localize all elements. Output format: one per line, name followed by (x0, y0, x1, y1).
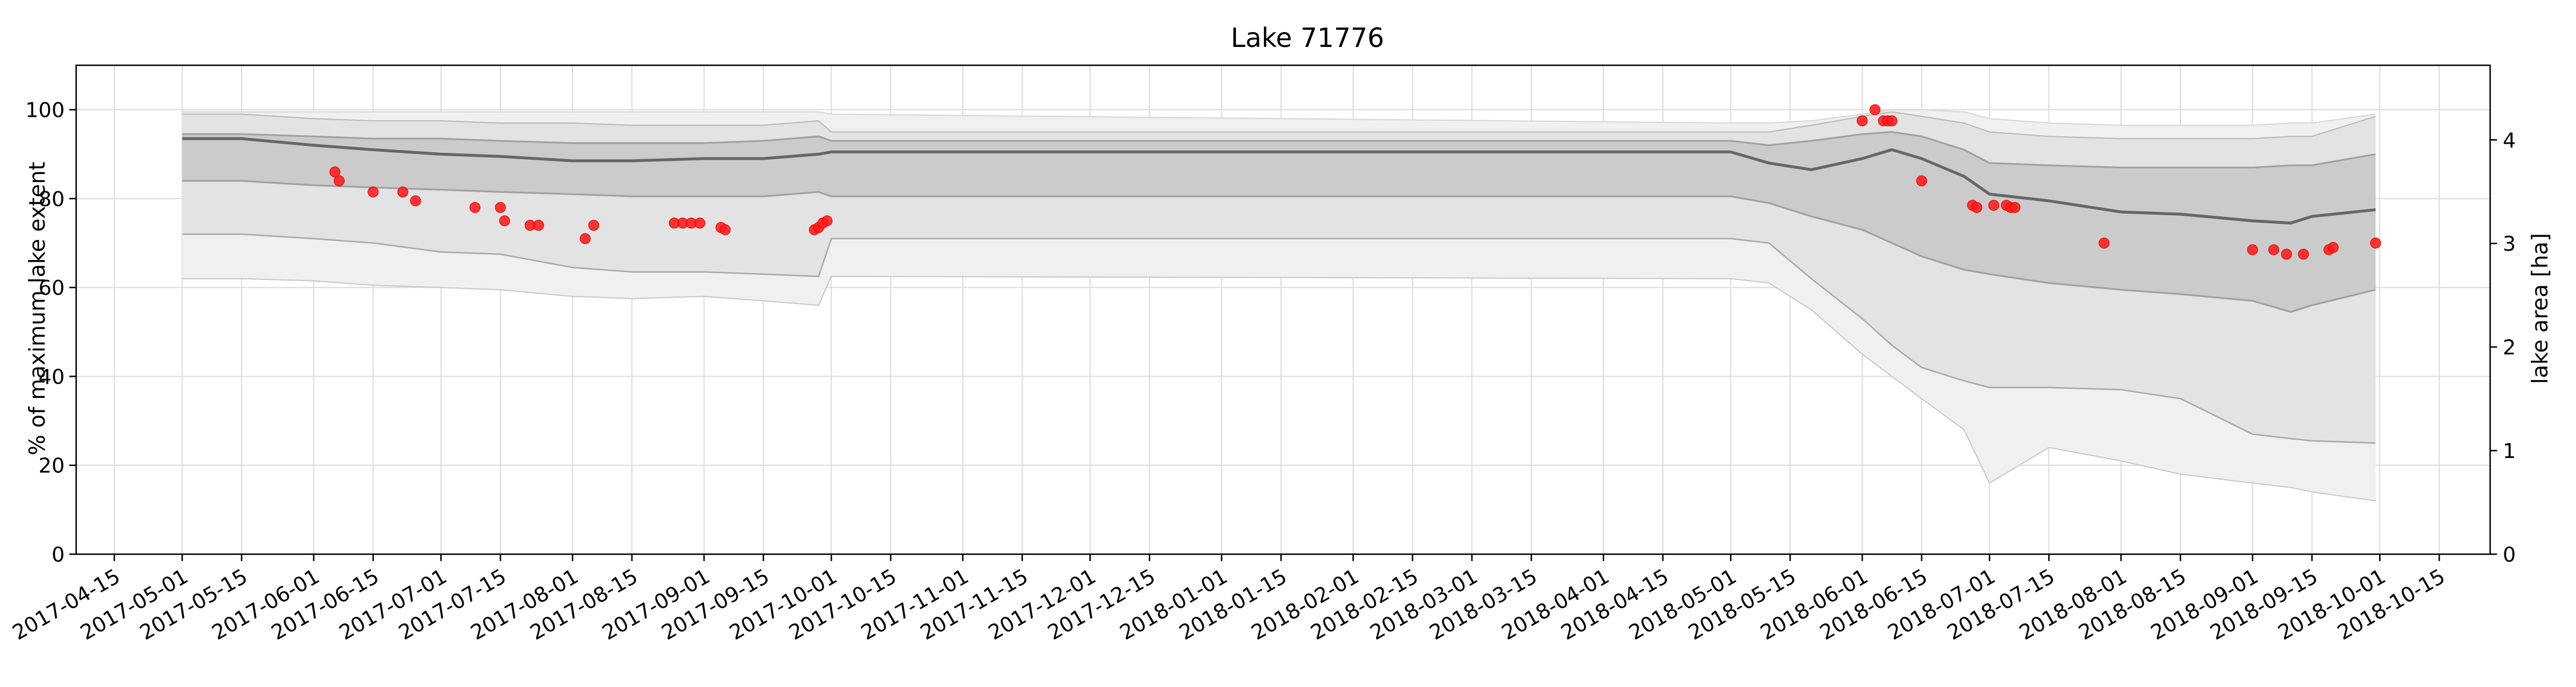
y-tick-label: 60 (38, 277, 65, 300)
band-layer (182, 109, 2376, 501)
observation-point (1869, 104, 1880, 116)
observation-point (469, 202, 481, 213)
y-axis-right-label: lake area [ha] (2527, 233, 2553, 384)
line-layer (182, 109, 2376, 502)
y-right-tick-label: 2 (2503, 336, 2516, 360)
observation-point (1886, 115, 1898, 127)
observation-point (588, 220, 599, 231)
outer-upper-edge (182, 109, 2376, 126)
y-axis-label: % of maximum lake extent (25, 162, 50, 456)
observation-point (2268, 244, 2279, 255)
y-tick-label: 40 (38, 365, 65, 389)
observation-point (579, 233, 591, 244)
points-layer (329, 104, 2381, 260)
observation-point (1971, 202, 1982, 213)
observation-point (410, 195, 421, 207)
observation-point (2298, 248, 2309, 260)
y-right-tick-label: 1 (2503, 440, 2516, 463)
plot-frame (75, 64, 2491, 555)
y-ticks: 0 20 40 60 80 100 (25, 99, 76, 567)
observation-point (821, 215, 833, 227)
observation-point (1856, 115, 1868, 127)
y-right-tick-label: 0 (2503, 543, 2516, 567)
y-tick-label: 80 (38, 188, 65, 211)
outer-lower-edge (182, 275, 2376, 502)
observation-point (397, 186, 409, 198)
inner-band (182, 132, 2376, 312)
observation-point (533, 220, 544, 231)
inner-upper-edge (182, 131, 2376, 169)
observation-point (329, 166, 341, 177)
x-ticks: 2017-04-152017-05-012017-05-152017-06-01… (9, 554, 2449, 645)
observation-point (1988, 200, 2000, 211)
observation-point (2247, 244, 2258, 255)
observation-point (499, 215, 510, 227)
chart-title: Lake 71776 (1231, 22, 1384, 53)
observation-point (495, 202, 506, 213)
observation-point (2009, 202, 2021, 213)
y-right-tick-label: 3 (2503, 232, 2516, 256)
y-tick-label: 0 (52, 543, 65, 567)
observation-point (334, 175, 345, 187)
y-right-tick-label: 4 (2503, 129, 2516, 152)
observation-point (720, 224, 731, 235)
observation-point (2099, 238, 2110, 248)
observation-point (694, 218, 705, 229)
observation-point (2370, 238, 2381, 248)
mid-upper-edge (182, 111, 2376, 140)
observation-point (1916, 175, 1927, 187)
inner-lower-edge (182, 180, 2376, 313)
y-right-ticks: 0 1 2 3 4 (2490, 129, 2516, 567)
y-tick-label: 20 (38, 455, 65, 478)
median-line (182, 137, 2376, 225)
observation-point (2328, 242, 2339, 253)
observation-point (2281, 248, 2292, 260)
y-tick-label: 100 (25, 99, 65, 123)
mid-lower-edge (182, 233, 2376, 444)
observation-point (368, 186, 379, 198)
